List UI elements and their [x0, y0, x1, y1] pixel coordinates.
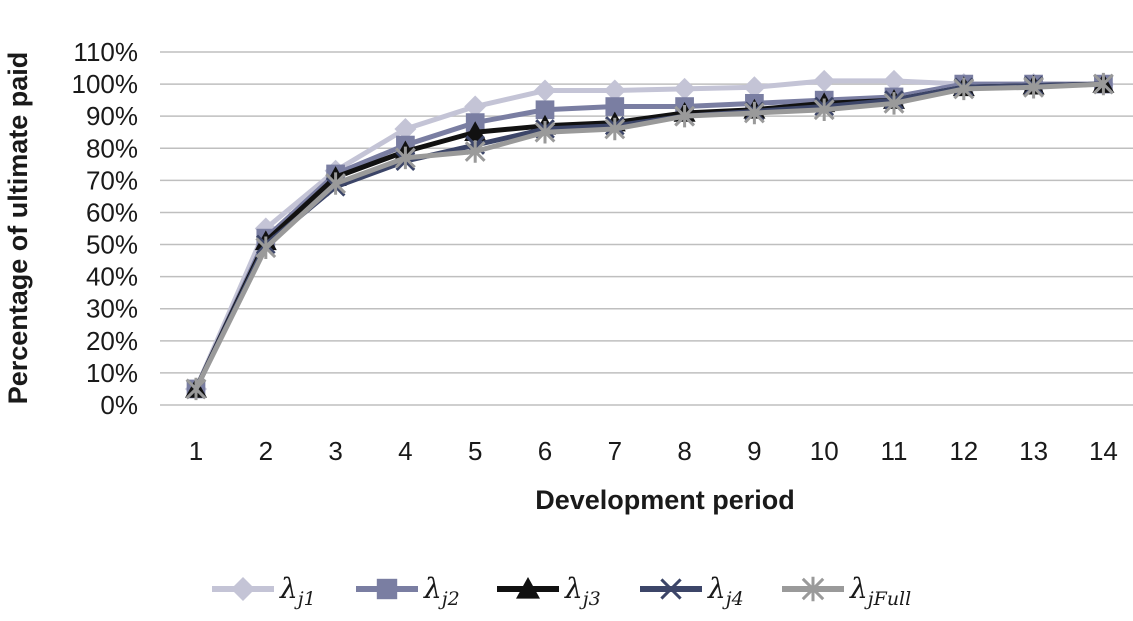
- series-jFull: [185, 72, 1114, 401]
- y-axis-title: Percentage of ultimate paid: [3, 52, 33, 405]
- data-point: [394, 146, 416, 170]
- legend-label: λj3: [564, 572, 601, 610]
- legend-label: λjFull: [849, 572, 911, 610]
- legend-item-j3: λj3: [497, 572, 601, 610]
- data-point: [325, 172, 347, 195]
- y-tick-label: 30%: [86, 294, 138, 324]
- data-point: [603, 79, 626, 102]
- series-line: [193, 81, 1104, 391]
- data-point: [1092, 72, 1114, 96]
- data-point: [660, 578, 682, 600]
- data-point: [883, 69, 905, 92]
- legend: λj1 λj2 λj3 λj4 λjFull: [212, 572, 911, 610]
- data-point: [605, 97, 625, 116]
- x-tick-label: 6: [538, 436, 552, 466]
- gridlines: [160, 51, 1133, 406]
- data-point: [813, 69, 836, 92]
- x-tick-label: 11: [881, 436, 908, 466]
- y-tick-label: 70%: [86, 165, 138, 195]
- legend-item-j2: λj2: [356, 572, 460, 610]
- x-tick-label: 10: [810, 436, 839, 466]
- data-point: [953, 77, 975, 101]
- x-tick-label: 4: [398, 436, 412, 466]
- data-point: [743, 101, 765, 125]
- legend-item-jFull: λjFull: [782, 572, 911, 610]
- x-tick-label: 13: [1019, 436, 1048, 466]
- x-tick-label: 5: [468, 436, 482, 466]
- legend-label: λj1: [279, 572, 316, 610]
- y-tick-label: 60%: [86, 197, 138, 227]
- data-point: [535, 100, 555, 120]
- y-tick-label: 0%: [100, 390, 138, 420]
- data-point: [534, 121, 556, 144]
- data-point: [185, 377, 207, 401]
- x-axis-title: Development period: [535, 485, 795, 515]
- series-lines: [185, 69, 1115, 401]
- data-point: [464, 140, 486, 163]
- y-tick-label: 40%: [86, 262, 138, 292]
- data-point: [801, 576, 825, 602]
- y-axis-ticks: 0%10%20%30%40%50%60%70%80%90%100%110%: [72, 37, 139, 420]
- data-point: [883, 92, 905, 115]
- data-point: [255, 236, 277, 259]
- x-tick-label: 1: [189, 436, 203, 466]
- data-point: [674, 104, 696, 128]
- x-tick-label: 3: [328, 436, 342, 466]
- y-tick-label: 80%: [86, 133, 138, 163]
- data-point: [516, 577, 540, 599]
- legend-label: λj4: [707, 572, 744, 610]
- data-point: [743, 76, 766, 99]
- x-tick-label: 2: [259, 436, 273, 466]
- data-point: [394, 118, 417, 141]
- data-point: [673, 77, 696, 100]
- y-tick-label: 100%: [72, 69, 139, 99]
- y-tick-label: 90%: [86, 101, 138, 131]
- legend-item-j1: λj1: [212, 572, 316, 610]
- data-point: [534, 79, 556, 102]
- x-axis-ticks: 1 2 3 4 5 6 7 8 9 10 11 12 13 14: [189, 436, 1118, 466]
- legend-item-j4: λj4: [640, 572, 744, 610]
- data-point: [376, 578, 398, 600]
- x-tick-label: 8: [677, 436, 691, 466]
- y-tick-label: 50%: [86, 230, 138, 260]
- data-point: [464, 121, 487, 142]
- series-line: [193, 81, 1104, 391]
- data-point: [464, 95, 487, 118]
- series-line: [193, 81, 1104, 391]
- x-tick-label: 14: [1089, 436, 1118, 466]
- data-point: [231, 577, 255, 601]
- series-line: [193, 81, 1104, 391]
- series-line: [193, 78, 1104, 390]
- x-tick-label: 7: [608, 436, 622, 466]
- x-tick-label: 9: [747, 436, 761, 466]
- data-point: [813, 98, 835, 121]
- legend-label: λj2: [423, 572, 460, 610]
- data-point: [1023, 76, 1045, 99]
- y-tick-label: 20%: [86, 326, 138, 356]
- y-tick-label: 10%: [86, 358, 138, 388]
- x-tick-label: 12: [949, 436, 978, 466]
- y-tick-label: 110%: [73, 37, 138, 67]
- data-point: [604, 117, 626, 141]
